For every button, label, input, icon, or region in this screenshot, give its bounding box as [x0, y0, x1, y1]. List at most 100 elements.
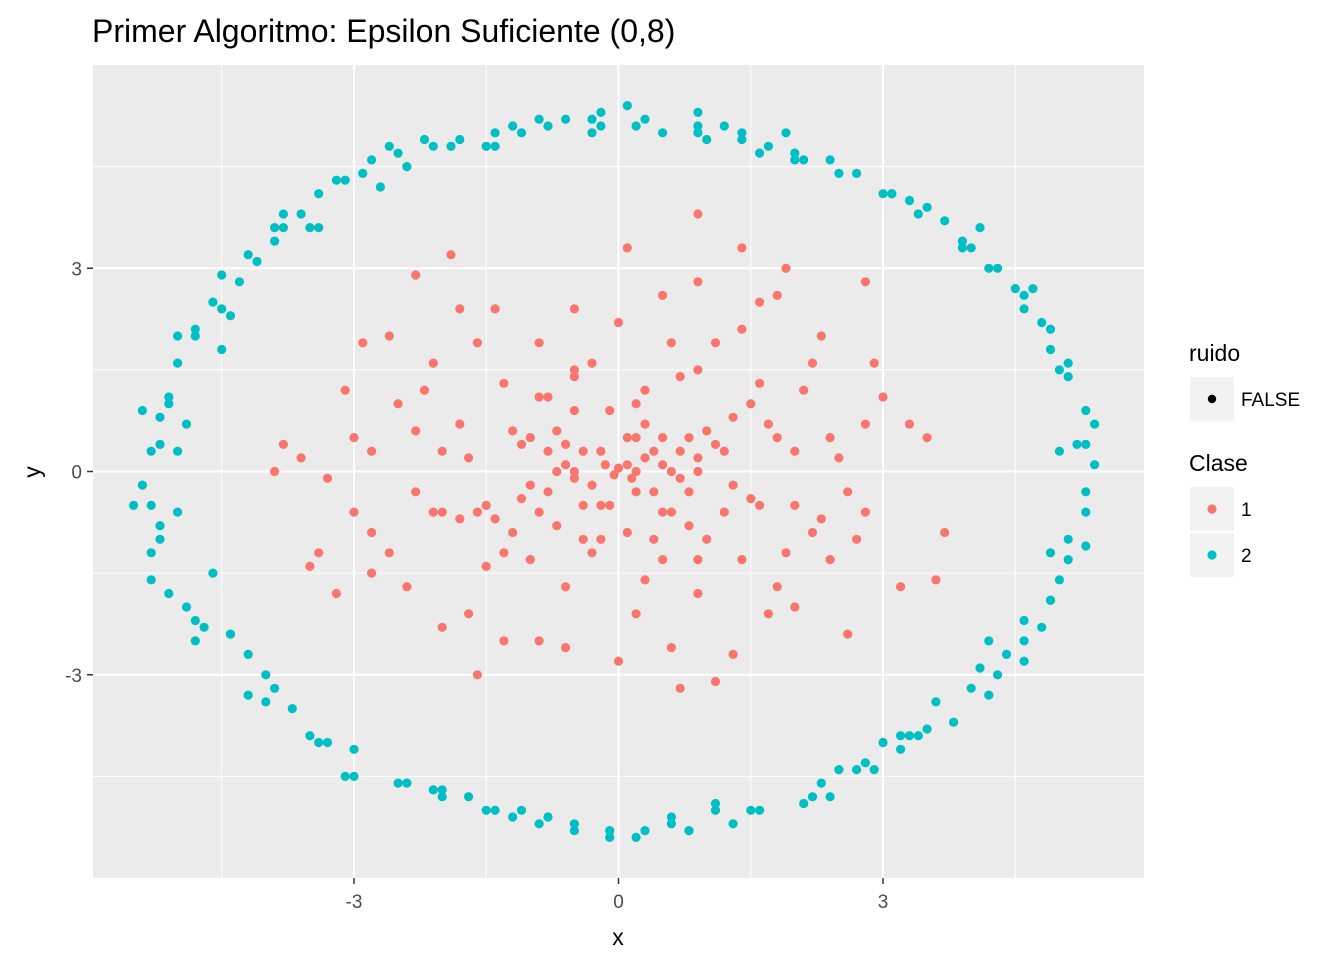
data-point-clase-2 [331, 175, 341, 185]
data-point-clase-2 [173, 446, 183, 456]
data-point-clase-2 [658, 128, 668, 138]
data-point-clase-2 [278, 223, 288, 233]
data-point-clase-2 [1045, 344, 1056, 355]
data-point-clase-2 [384, 141, 394, 151]
data-point-clase-1 [675, 473, 685, 483]
data-point-clase-2 [1019, 636, 1029, 646]
data-point-clase-1 [561, 439, 571, 449]
data-point-clase-2 [402, 778, 412, 788]
data-point-clase-1 [525, 480, 535, 490]
data-point-clase-1 [684, 487, 694, 497]
data-point-clase-1 [508, 527, 518, 538]
data-point-clase-1 [543, 392, 553, 402]
data-point-clase-1 [649, 487, 659, 497]
data-point-clase-2 [1028, 284, 1038, 294]
data-point-clase-1 [534, 338, 544, 348]
data-point-clase-2 [146, 548, 156, 558]
data-point-clase-1 [693, 277, 703, 287]
x-tick-label: -3 [346, 892, 363, 913]
data-point-clase-1 [499, 636, 509, 646]
data-point-clase-2 [807, 792, 818, 802]
data-point-clase-1 [622, 527, 632, 538]
data-point-clase-2 [825, 792, 835, 802]
data-point-clase-1 [825, 433, 835, 443]
data-point-clase-1 [631, 399, 641, 409]
data-point-clase-1 [411, 270, 421, 280]
data-point-clase-2 [755, 148, 765, 158]
data-point-clase-1 [525, 433, 535, 443]
data-point-clase-2 [1001, 649, 1012, 660]
data-point-clase-2 [737, 134, 747, 145]
data-point-clase-2 [966, 243, 976, 253]
data-point-clase-2 [640, 114, 650, 124]
data-point-clase-2 [896, 744, 906, 754]
data-point-clase-1 [481, 500, 491, 510]
data-point-clase-1 [825, 555, 835, 565]
data-point-clase-1 [481, 561, 491, 572]
data-point-clase-2 [481, 805, 491, 815]
data-point-clase-1 [719, 507, 729, 517]
data-point-clase-1 [640, 575, 650, 585]
data-point-clase-2 [340, 771, 350, 782]
data-point-clase-2 [719, 121, 729, 131]
data-point-clase-2 [419, 134, 430, 145]
x-axis-title: x [612, 924, 624, 950]
x-tick-label: 0 [613, 892, 624, 913]
data-point-clase-1 [569, 304, 580, 314]
data-point-clase-1 [411, 487, 421, 497]
legend-key-point [1207, 504, 1217, 514]
data-point-clase-2 [155, 521, 165, 531]
data-point-clase-1 [728, 412, 738, 422]
data-point-clase-1 [799, 385, 809, 395]
data-point-clase-1 [693, 466, 703, 477]
data-point-clase-2 [1019, 304, 1029, 314]
data-point-clase-2 [790, 148, 800, 158]
data-point-clase-1 [525, 555, 535, 565]
data-point-clase-1 [455, 304, 465, 314]
data-point-clase-1 [719, 446, 729, 456]
data-point-clase-2 [904, 731, 915, 741]
chart-title: Primer Algoritmo: Epsilon Suficiente (0,… [92, 13, 675, 49]
data-point-clase-2 [799, 155, 809, 165]
data-point-clase-1 [437, 446, 447, 456]
data-point-clase-2 [1037, 622, 1047, 632]
data-point-clase-2 [305, 223, 315, 233]
data-point-clase-2 [1090, 419, 1100, 429]
data-point-clase-2 [1010, 284, 1020, 294]
data-point-clase-1 [622, 243, 632, 253]
data-point-clase-2 [314, 223, 324, 233]
data-point-clase-2 [270, 683, 280, 693]
data-point-clase-2 [137, 405, 147, 416]
data-point-clase-2 [984, 636, 994, 646]
data-point-clase-1 [666, 507, 677, 517]
data-point-clase-2 [349, 771, 359, 782]
data-point-clase-1 [578, 500, 588, 510]
data-point-clase-1 [666, 643, 677, 653]
data-point-clase-2 [217, 304, 227, 314]
data-point-clase-1 [746, 399, 756, 409]
data-point-clase-1 [305, 561, 315, 572]
data-point-clase-1 [561, 582, 571, 592]
data-point-clase-2 [984, 263, 994, 273]
data-point-clase-1 [755, 378, 765, 388]
data-point-clase-2 [1045, 548, 1056, 558]
data-point-clase-2 [957, 236, 968, 246]
data-point-clase-1 [446, 250, 456, 260]
data-point-clase-1 [631, 433, 641, 443]
data-point-clase-2 [402, 162, 412, 172]
data-point-clase-2 [904, 195, 915, 206]
data-point-clase-2 [534, 819, 544, 829]
data-point-clase-1 [755, 297, 765, 307]
data-point-clase-2 [834, 765, 844, 775]
data-point-clase-2 [913, 731, 923, 741]
data-point-clase-1 [569, 365, 580, 375]
data-point-clase-1 [455, 514, 465, 524]
data-point-clase-2 [225, 311, 236, 321]
data-point-clase-1 [658, 433, 668, 443]
data-point-clase-1 [896, 582, 906, 592]
data-point-clase-2 [1019, 615, 1029, 626]
data-point-clase-1 [331, 588, 341, 599]
data-point-clase-1 [340, 385, 350, 395]
data-point-clase-2 [640, 826, 650, 836]
data-point-clase-2 [896, 731, 906, 741]
